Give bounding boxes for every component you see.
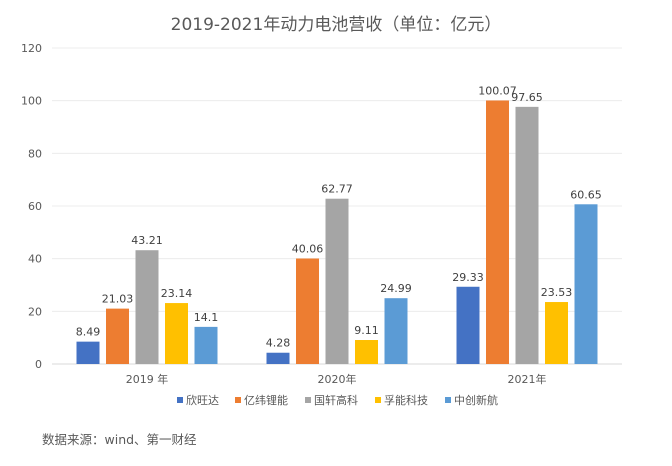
chart-title: 2019-2021年动力电池营收（单位：亿元） (170, 15, 502, 35)
y-tick-label: 100 (21, 95, 42, 108)
legend-label: 欣旺达 (186, 393, 219, 407)
y-tick-label: 80 (28, 147, 42, 160)
data-label: 24.99 (380, 282, 412, 295)
data-label: 60.65 (570, 188, 602, 201)
legend-swatch (235, 397, 241, 403)
bar (545, 302, 568, 364)
y-tick-label: 60 (28, 200, 42, 213)
data-source-note: 数据来源：wind、第一财经 (42, 432, 197, 447)
bar (515, 106, 539, 364)
data-label: 29.33 (452, 271, 484, 284)
data-label: 97.65 (511, 91, 543, 104)
legend-label: 国轩高科 (314, 393, 358, 407)
legend-label: 亿纬锂能 (244, 393, 288, 407)
x-tick-label: 2019 年 (126, 372, 169, 386)
legend-swatch (177, 397, 183, 403)
y-tick-label: 120 (21, 42, 42, 55)
data-label: 4.28 (266, 337, 291, 350)
bar (574, 204, 598, 364)
data-label: 100.07 (478, 84, 517, 97)
data-label: 9.11 (354, 324, 379, 337)
data-label: 21.03 (102, 293, 134, 306)
y-tick-label: 20 (28, 305, 42, 318)
legend-label: 中创新航 (454, 393, 498, 407)
bar (325, 198, 349, 364)
y-tick-label: 0 (35, 358, 42, 371)
bar (266, 352, 290, 364)
bar (456, 286, 480, 364)
bar (296, 258, 319, 364)
data-label: 14.1 (194, 311, 219, 324)
legend-swatch (445, 397, 451, 403)
data-label: 40.06 (292, 243, 324, 256)
bar (486, 100, 509, 364)
bar (106, 308, 129, 364)
data-label: 43.21 (131, 234, 163, 247)
bar (76, 341, 100, 364)
data-label: 23.14 (161, 287, 193, 300)
legend-label: 孚能科技 (384, 393, 428, 407)
bar (194, 326, 218, 364)
bar (355, 340, 378, 364)
y-tick-label: 40 (28, 253, 42, 266)
bar-chart: 0 20 40 60 80 100 120 2019 年 8.49 21.03 43.21 23.14… (21, 42, 622, 407)
data-label: 23.53 (541, 286, 573, 299)
data-label: 62.77 (321, 183, 353, 196)
legend-swatch (375, 397, 381, 403)
x-tick-label: 2020年 (318, 372, 357, 386)
bar (384, 298, 408, 364)
data-label: 8.49 (76, 326, 101, 339)
legend-swatch (305, 397, 311, 403)
x-tick-label: 2021年 (508, 372, 547, 386)
bar (165, 303, 188, 364)
bar (135, 250, 159, 364)
